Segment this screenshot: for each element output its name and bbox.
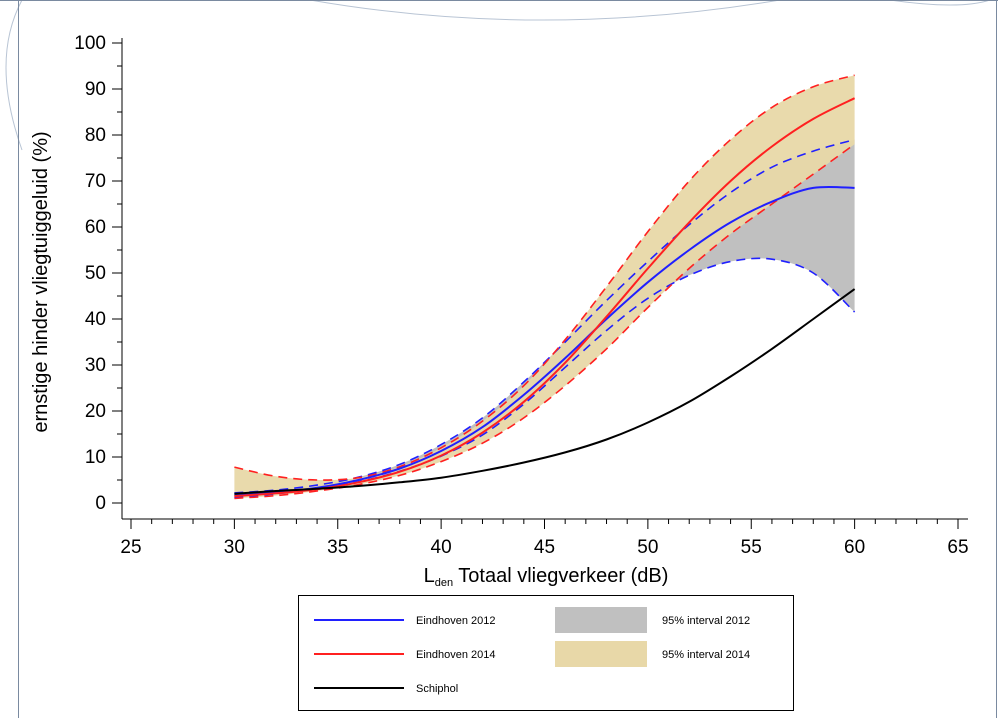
legend-label: Eindhoven 2012: [416, 615, 496, 627]
y-tick-label: 40: [85, 309, 106, 330]
y-tick-label: 80: [85, 125, 106, 146]
band-1-upper-edge: [234, 74, 855, 481]
x-tick-label: 25: [120, 537, 141, 558]
series-line-2: [234, 288, 856, 495]
legend-label: Schiphol: [416, 683, 458, 695]
legend-label: Eindhoven 2014: [416, 649, 496, 661]
legend-area-swatch: [555, 641, 647, 667]
y-tick-label: 100: [74, 33, 106, 54]
band-1-fill: [234, 75, 855, 499]
legend-area-swatch: [555, 607, 647, 633]
decor-arc-top: [309, 0, 781, 21]
x-tick-label: 40: [431, 537, 452, 558]
axes: 0 10 20 30 40 50 60 70 80 90 100 25 30 35 40 45 50 55 60 6…: [74, 33, 968, 558]
x-ticks: 25 30 35 40 45 50 55 60 65: [120, 519, 969, 558]
x-axis-label-sub: den: [435, 577, 453, 589]
x-tick-label: 35: [327, 537, 348, 558]
x-axis-label: Lden Totaal vliegverkeer (dB): [424, 565, 669, 589]
y-tick-label: 70: [85, 171, 106, 192]
series-line-0: [234, 185, 855, 497]
y-tick-label: 0: [95, 493, 106, 514]
y-tick-label: 30: [85, 355, 106, 376]
series-lines: [234, 97, 856, 498]
y-tick-label: 10: [85, 447, 106, 468]
x-axis-label-rest: Totaal vliegverkeer (dB): [453, 565, 668, 587]
decor-arc-right: [889, 0, 991, 6]
legend-label: 95% interval 2014: [662, 649, 750, 661]
y-tick-label: 50: [85, 263, 106, 284]
x-tick-label: 55: [741, 537, 762, 558]
x-tick-label: 65: [947, 537, 968, 558]
confidence-bands: [234, 74, 856, 500]
x-tick-label: 60: [844, 537, 865, 558]
band-1-lower-edge: [234, 143, 856, 500]
decor-arc-left: [5, 0, 23, 151]
x-axis-label-main: L: [424, 565, 435, 587]
y-ticks: 0 10 20 30 40 50 60 70 80 90 100: [74, 33, 122, 514]
x-tick-label: 50: [637, 537, 658, 558]
legend-label: 95% interval 2012: [662, 615, 750, 627]
y-tick-label: 20: [85, 401, 106, 422]
legend: Eindhoven 2012 95% interval 2012 Eindhoven…: [298, 595, 794, 711]
y-tick-label: 90: [85, 79, 106, 100]
y-tick-label: 60: [85, 217, 106, 238]
band-0-lower-edge: [234, 257, 856, 499]
y-axis-label: ernstige hinder vliegtuiggeluid (%): [30, 131, 52, 432]
x-tick-label: 45: [534, 537, 555, 558]
series-line-1: [234, 97, 856, 498]
band-0-upper-edge: [234, 138, 855, 494]
x-tick-label: 30: [224, 537, 245, 558]
